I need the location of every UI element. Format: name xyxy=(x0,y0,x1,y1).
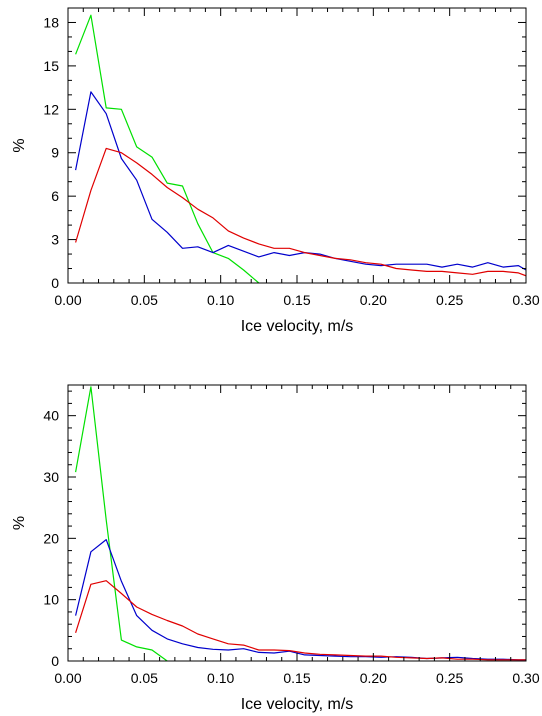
plot-frame xyxy=(67,384,527,662)
x-tick-label: 0.25 xyxy=(436,292,463,308)
chart-bottom: 0.00 0.05 0.10 0.15 0.20 0.25 0.30 0 10 20 30 40 Ice… xyxy=(11,384,540,713)
series-line-2 xyxy=(75,580,526,661)
x-tick-label: 0.25 xyxy=(436,670,463,686)
y-tick-label: 6 xyxy=(51,188,59,204)
x-axis-title: Ice velocity, m/s xyxy=(241,318,354,335)
x-tick-label: 0.15 xyxy=(283,292,310,308)
y-tick-label: 0 xyxy=(51,653,59,669)
x-tick-label: 0.05 xyxy=(131,292,158,308)
y-tick-label: 20 xyxy=(43,530,59,546)
x-tick-label: 0.10 xyxy=(207,670,234,686)
x-tick-label: 0.30 xyxy=(512,670,539,686)
x-tick-label: 0.30 xyxy=(512,292,539,308)
x-axis-title: Ice velocity, m/s xyxy=(241,696,354,713)
y-tick-label: 0 xyxy=(51,275,59,291)
chart-top: 0.00 0.05 0.10 0.15 0.20 0.25 0.30 0 3 6 9 12 15 18 Ic… xyxy=(11,7,540,335)
series-line-1 xyxy=(75,91,526,271)
x-tick-label: 0.00 xyxy=(54,292,81,308)
y-tick-label: 12 xyxy=(43,101,59,117)
series-group xyxy=(75,386,526,661)
x-tick-label: 0.15 xyxy=(283,670,310,686)
x-tick-label: 0.20 xyxy=(360,670,387,686)
x-tick-label: 0.00 xyxy=(54,670,81,686)
y-tick-label: 10 xyxy=(43,592,59,608)
y-tick-label: 30 xyxy=(43,469,59,485)
y-axis-title: % xyxy=(11,138,28,152)
series-line-1 xyxy=(75,538,526,661)
x-tick-label: 0.05 xyxy=(131,670,158,686)
series-line-2 xyxy=(75,147,526,277)
y-axis-title: % xyxy=(11,516,28,530)
x-tick-label: 0.10 xyxy=(207,292,234,308)
x-tick-label: 0.20 xyxy=(360,292,387,308)
y-tick-label: 3 xyxy=(51,232,59,248)
series-group xyxy=(75,14,526,283)
y-tick-label: 18 xyxy=(43,14,59,30)
series-line-0 xyxy=(75,14,260,283)
series-line-0 xyxy=(75,386,168,661)
y-tick-label: 15 xyxy=(43,58,59,74)
y-tick-label: 9 xyxy=(51,145,59,161)
y-tick-label: 40 xyxy=(43,408,59,424)
